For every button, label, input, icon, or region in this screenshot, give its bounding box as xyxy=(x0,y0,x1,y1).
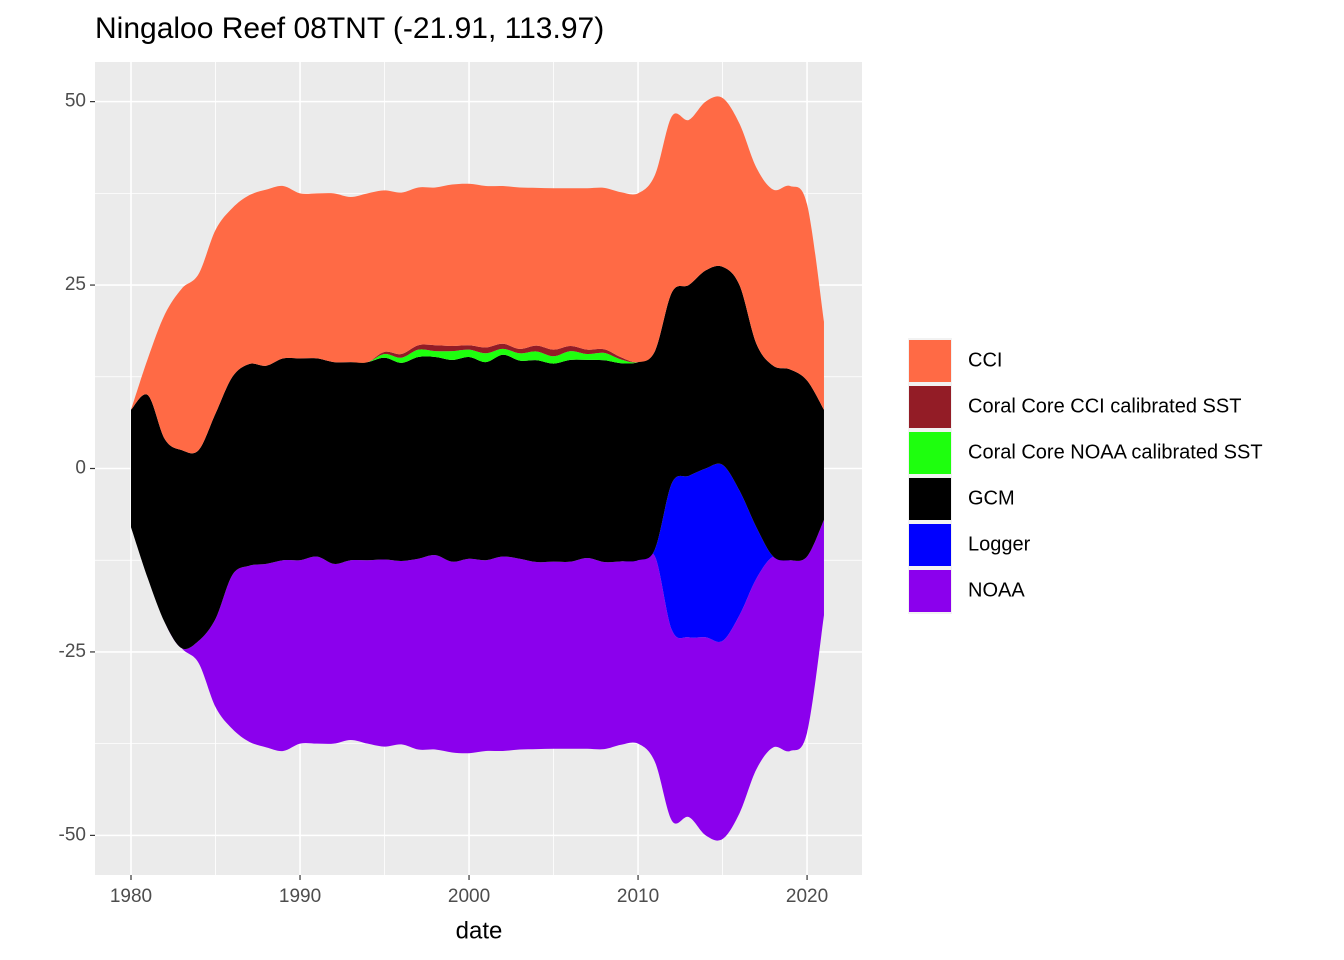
y-tick-label: 25 xyxy=(65,274,86,295)
stream-layer xyxy=(131,96,824,454)
x-axis-title: date xyxy=(456,917,503,944)
legend-label: NOAA xyxy=(968,579,1025,601)
y-tick-label: -25 xyxy=(59,641,86,662)
x-tick-label: 2020 xyxy=(786,886,828,907)
legend-label: GCM xyxy=(968,487,1015,509)
stream-layer xyxy=(131,265,824,650)
y-tick-label: 0 xyxy=(75,458,86,479)
x-tick-label: 1990 xyxy=(279,886,321,907)
legend-key xyxy=(909,570,951,612)
stream-layer xyxy=(131,519,824,841)
stream-layer xyxy=(131,265,824,454)
y-tick-label: -50 xyxy=(59,824,86,845)
legend-label: CCI xyxy=(968,349,1002,371)
y-tick-label: 50 xyxy=(65,91,86,112)
legend-key xyxy=(909,386,951,428)
x-tick-label: 2000 xyxy=(448,886,490,907)
legend-label: Coral Core NOAA calibrated SST xyxy=(968,441,1263,463)
legend-label: Logger xyxy=(968,533,1031,555)
x-tick-label: 2010 xyxy=(617,886,659,907)
stream-layer xyxy=(131,463,824,650)
legend-label: Coral Core CCI calibrated SST xyxy=(968,395,1241,417)
legend-key xyxy=(909,432,951,474)
chart-title: Ningaloo Reef 08TNT (-21.91, 113.97) xyxy=(95,12,604,45)
legend-key xyxy=(909,340,951,382)
x-tick-label: 1980 xyxy=(110,886,152,907)
legend-key xyxy=(909,524,951,566)
legend-key xyxy=(909,478,951,520)
